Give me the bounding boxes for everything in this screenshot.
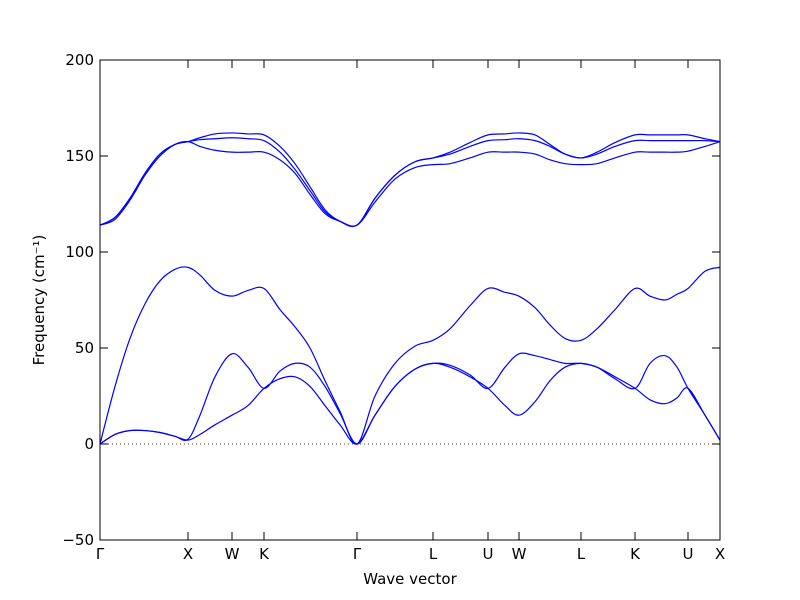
band-line [99,352,721,445]
y-tick-label: 50 [75,339,94,357]
x-tick-label: W [225,545,240,563]
x-tick-label: X [183,545,193,563]
band-line [99,132,721,228]
band-line [99,266,721,445]
x-tick-label: Γ [353,545,362,563]
x-tick-label: X [715,545,725,563]
y-axis-label: Frequency (cm⁻¹) [30,235,48,366]
y-tick-label: 0 [84,435,94,453]
y-tick-label: 100 [65,243,94,261]
x-tick-label: L [577,545,586,563]
band-line [99,140,721,227]
x-tick-label: W [512,545,527,563]
y-tick-label: −50 [62,531,94,549]
x-tick-label: U [683,545,694,563]
x-tick-label: L [429,545,438,563]
plot-frame [99,59,721,541]
x-tick-label: K [259,545,270,563]
x-tick-label: K [630,545,641,563]
y-tick-label: 150 [65,147,94,165]
x-tick-label: U [483,545,494,563]
x-axis-label: Wave vector [363,570,457,588]
x-tick-label: Γ [96,545,105,563]
y-tick-label: 200 [65,51,94,69]
